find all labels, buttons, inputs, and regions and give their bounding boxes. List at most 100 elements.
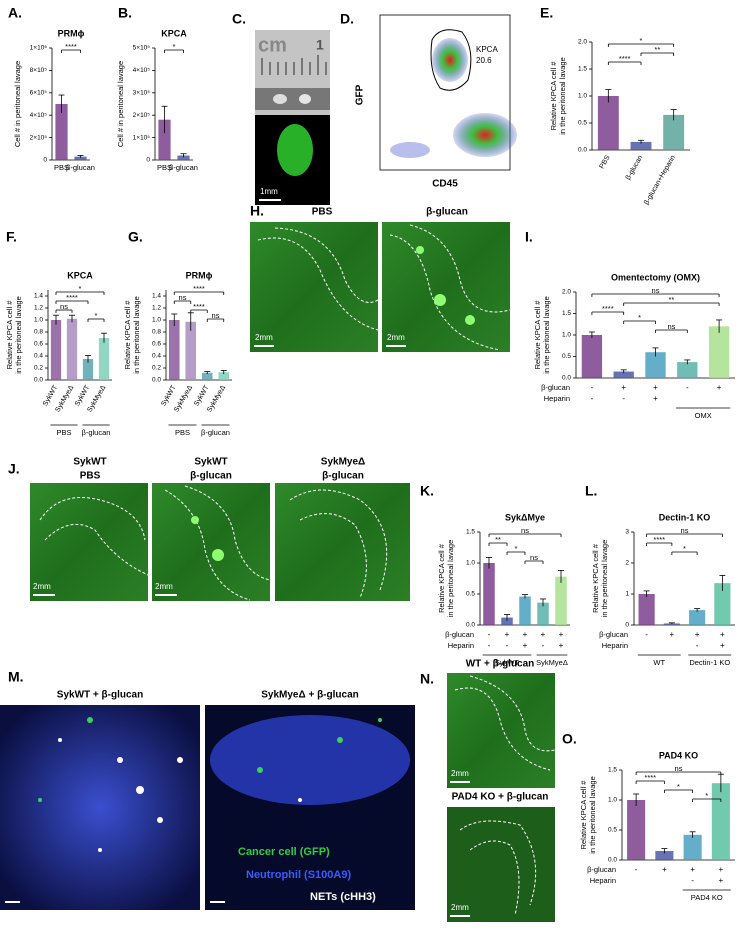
group-label: β-glucan <box>201 428 230 437</box>
panel-label: N. <box>420 671 434 687</box>
outline <box>39 497 149 576</box>
y-tick-label: 0.5 <box>608 827 617 834</box>
bar <box>627 800 646 860</box>
condition-value: - <box>488 630 491 639</box>
y-tick-label: 4×10⁵ <box>30 112 48 119</box>
image-title: β-glucan <box>190 471 232 482</box>
x-tick-label: β-glucan <box>66 163 95 172</box>
image-title: SykMyeΔ <box>321 457 365 468</box>
nets <box>58 738 302 852</box>
y-axis-label: in the peritoneal lavage <box>446 540 455 618</box>
y-tick-label: 0.0 <box>34 377 43 384</box>
condition-value: - <box>542 641 545 650</box>
panel-label: I. <box>525 229 533 245</box>
sig-label: **** <box>193 284 205 293</box>
chart-title: KPCA <box>67 270 93 280</box>
condition-value: + <box>717 383 722 392</box>
outline <box>389 224 511 351</box>
gate-value: 20.6 <box>476 56 492 65</box>
y-tick-label: 1.0 <box>152 317 161 324</box>
bar <box>82 359 94 380</box>
condition-value: - <box>488 641 491 650</box>
bar <box>555 576 567 625</box>
panel-label: D. <box>340 11 354 27</box>
y-tick-label: 0.6 <box>152 341 161 348</box>
group-label: β-glucan <box>82 428 111 437</box>
image-title: β-glucan <box>322 471 364 482</box>
bar <box>50 320 62 380</box>
bar <box>655 851 674 860</box>
bar <box>708 326 730 378</box>
panel-label: L. <box>585 483 597 499</box>
sig-label: * <box>677 782 680 791</box>
legend-text: Cancer cell (GFP) <box>238 846 330 858</box>
condition-name: Heparin <box>448 641 474 650</box>
y-axis-label: in the peritoneal lavage <box>558 57 567 135</box>
condition-value: - <box>591 383 594 392</box>
group-label: PBS <box>56 428 71 437</box>
y-axis-label: in the peritoneal lavage <box>14 296 23 374</box>
scale-label: 2mm <box>33 582 51 591</box>
group-label: PBS <box>175 428 190 437</box>
tumor-spot <box>434 294 446 306</box>
group-label: SykMyeΔ <box>536 658 568 667</box>
sig-label: * <box>705 791 708 800</box>
chart-title: Omentectomy (OMX) <box>611 272 700 282</box>
panel-label: M. <box>8 669 24 685</box>
y-tick-label: 1.0 <box>578 93 587 100</box>
sig-label: * <box>683 544 686 553</box>
x-tick-label: β-glucan+Heparin <box>643 154 677 206</box>
sig-label: * <box>638 313 641 322</box>
y-tick-label: 1.0 <box>34 317 43 324</box>
bar <box>613 371 634 378</box>
y-tick-label: 4×10⁵ <box>133 67 151 74</box>
outline <box>454 675 556 771</box>
image-title: SykMyeΔ + β-glucan <box>261 690 359 701</box>
condition-value: + <box>695 630 700 639</box>
group-label: Dectin-1 KO <box>689 658 730 667</box>
bar <box>55 104 68 160</box>
condition-name: β-glucan <box>599 630 628 639</box>
condition-name: Heparin <box>590 876 616 885</box>
y-tick-label: 0.2 <box>34 365 43 372</box>
tissue <box>273 94 287 104</box>
condition-value: + <box>621 383 626 392</box>
bar <box>185 321 197 380</box>
image-title: SykWT + β-glucan <box>57 690 143 701</box>
condition-name: β-glucan <box>587 865 616 874</box>
y-tick-label: 5×10⁵ <box>133 45 151 52</box>
panel-n: N. WT + β-glucan PAD4 KO + β-glucan 2mm … <box>420 659 556 922</box>
y-tick-label: 1.0 <box>608 797 617 804</box>
cancer-cells <box>38 717 382 802</box>
y-tick-label: 0.4 <box>152 353 161 360</box>
sig-label: ns <box>652 286 660 295</box>
y-tick-label: 0.5 <box>562 353 571 360</box>
y-axis-label: in the peritoneal lavage <box>542 296 551 374</box>
image-title: PBS <box>312 207 333 218</box>
panel-label: J. <box>8 461 20 477</box>
x-tick-label: SykWT <box>193 384 211 408</box>
condition-value: + <box>690 865 695 874</box>
y-tick-label: 1.0 <box>466 560 475 567</box>
group-label: OMX <box>695 411 712 420</box>
tissue <box>299 94 311 104</box>
image-title: β-glucan <box>426 207 468 218</box>
condition-value: - <box>635 865 638 874</box>
panel-j: J. SykWT PBS SykWT β-glucan SykMyeΔ β-gl… <box>8 457 410 601</box>
y-tick-label: 2×10⁵ <box>30 134 48 141</box>
bar <box>201 372 213 380</box>
sig-label: ns <box>521 526 529 535</box>
condition-value: + <box>662 865 667 874</box>
x-tick-label: PBS <box>157 163 172 172</box>
y-tick-label: 0.2 <box>152 365 161 372</box>
y-axis-label: in the peritoneal lavage <box>588 776 597 854</box>
condition-value: + <box>670 630 675 639</box>
condition-value: + <box>719 876 724 885</box>
micrograph <box>447 673 555 788</box>
condition-value: + <box>523 641 528 650</box>
condition-value: + <box>720 630 725 639</box>
bar <box>677 362 698 378</box>
chart-title: KPCA <box>161 28 187 38</box>
condition-value: + <box>559 630 564 639</box>
outline <box>289 489 388 599</box>
